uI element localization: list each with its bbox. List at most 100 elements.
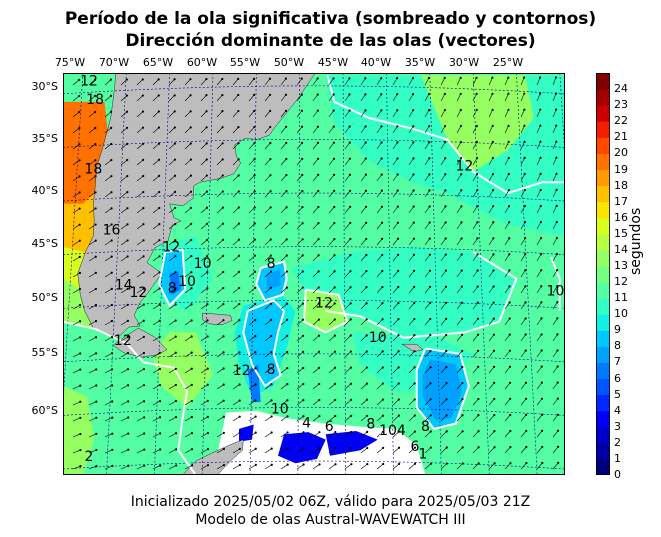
wave-vector <box>344 351 352 358</box>
wave-vector-head <box>174 319 177 322</box>
wave-vector-head <box>334 398 337 402</box>
wave-vector-head <box>79 384 82 387</box>
south-america-land <box>77 73 316 339</box>
wave-vector <box>520 318 526 326</box>
wave-vector <box>408 367 415 374</box>
wave-vector-head <box>126 223 129 226</box>
wave-vector-head <box>381 302 384 305</box>
wave-vector-head <box>365 253 368 257</box>
wave-vector-head <box>206 303 209 306</box>
wave-vector <box>328 399 336 406</box>
wave-vector <box>520 366 527 374</box>
meridian-line <box>106 73 127 475</box>
wave-vector <box>552 446 559 454</box>
wave-vector <box>184 223 192 230</box>
wave-vector-head <box>429 301 432 304</box>
wave-vector-head <box>396 253 400 256</box>
wave-vector-head <box>111 432 114 435</box>
wave-vector-head <box>334 382 337 385</box>
wave-vector <box>552 366 558 374</box>
wave-vector-head <box>126 142 129 145</box>
period-region-10s-central <box>291 246 517 338</box>
wave-vector <box>440 93 446 102</box>
wave-vector <box>328 271 335 278</box>
wave-vector-head <box>78 239 81 242</box>
contour-label: 10 <box>178 274 196 290</box>
wave-vector-head <box>190 367 193 370</box>
wave-vector <box>88 79 96 86</box>
south-georgia-land <box>401 344 424 352</box>
wave-vector-head <box>206 431 210 435</box>
wave-vector-head <box>237 158 240 161</box>
wave-vector <box>440 350 447 358</box>
wave-vector <box>216 78 223 86</box>
wave-vector <box>456 270 463 278</box>
wave-vector-head <box>253 190 256 193</box>
wave-vector <box>216 207 224 214</box>
wave-vector-head <box>79 400 82 403</box>
x-tick-label: 30°W <box>448 56 480 69</box>
wave-vector <box>520 382 527 390</box>
wave-vector-head <box>412 141 415 144</box>
wave-vector-head <box>366 430 369 433</box>
wave-vector-head <box>413 366 416 369</box>
wave-vector-head <box>349 302 352 305</box>
wave-vector <box>232 303 240 310</box>
wave-vector <box>552 318 558 326</box>
wave-vector-head <box>159 448 162 451</box>
wave-vector-head <box>221 93 224 97</box>
colorbar-tick-label: 7 <box>614 355 621 369</box>
wave-vector <box>536 398 543 406</box>
wave-vector <box>280 207 287 214</box>
wave-vector <box>168 207 176 214</box>
wave-vector-head <box>110 158 113 162</box>
wave-vector-head <box>492 269 495 272</box>
wave-vector <box>392 126 398 134</box>
wave-vector-head <box>525 429 528 433</box>
wave-vector <box>264 335 272 342</box>
wave-vector-head <box>445 446 448 449</box>
wave-vector <box>200 400 208 406</box>
wave-vector-head <box>396 157 399 160</box>
plot-frame <box>63 73 565 475</box>
wave-vector-head <box>461 446 464 449</box>
wave-vector-head <box>412 205 415 208</box>
wave-vector <box>440 158 446 166</box>
wave-vector <box>440 334 447 342</box>
wave-vector <box>152 143 160 150</box>
wave-vector-head <box>205 77 208 81</box>
wave-vector-head <box>286 350 289 354</box>
wave-vector <box>152 272 160 278</box>
wave-vector <box>520 141 525 150</box>
wave-vector-head <box>300 93 303 96</box>
wave-vector <box>440 174 446 182</box>
wave-vector <box>248 303 256 310</box>
wave-vector <box>392 318 399 326</box>
wave-vector <box>72 417 81 422</box>
wave-vector <box>280 416 288 422</box>
wave-vector-head <box>190 448 194 451</box>
wave-vector <box>136 449 145 454</box>
wave-vector-head <box>365 237 368 241</box>
wave-vector <box>184 384 192 390</box>
wave-vector <box>488 286 494 294</box>
colorbar-swatch <box>596 298 610 315</box>
wave-vector-head <box>333 318 336 321</box>
wave-vector <box>72 369 81 374</box>
wave-vector-head <box>491 156 494 160</box>
wave-vector <box>360 286 367 294</box>
wave-vector <box>280 383 288 390</box>
wave-vector <box>504 205 510 214</box>
wave-vector-head <box>333 334 336 337</box>
wave-vector <box>248 400 256 406</box>
wave-vector <box>168 223 176 230</box>
wave-vector <box>216 400 224 406</box>
wave-vector <box>488 398 495 406</box>
wave-vector <box>472 334 479 342</box>
wave-vector <box>344 238 351 246</box>
wave-vector <box>520 189 526 198</box>
wave-vector <box>72 160 80 166</box>
wave-vector-head <box>524 349 527 352</box>
wave-vector-head <box>445 317 448 320</box>
wave-vector-head <box>445 462 448 465</box>
